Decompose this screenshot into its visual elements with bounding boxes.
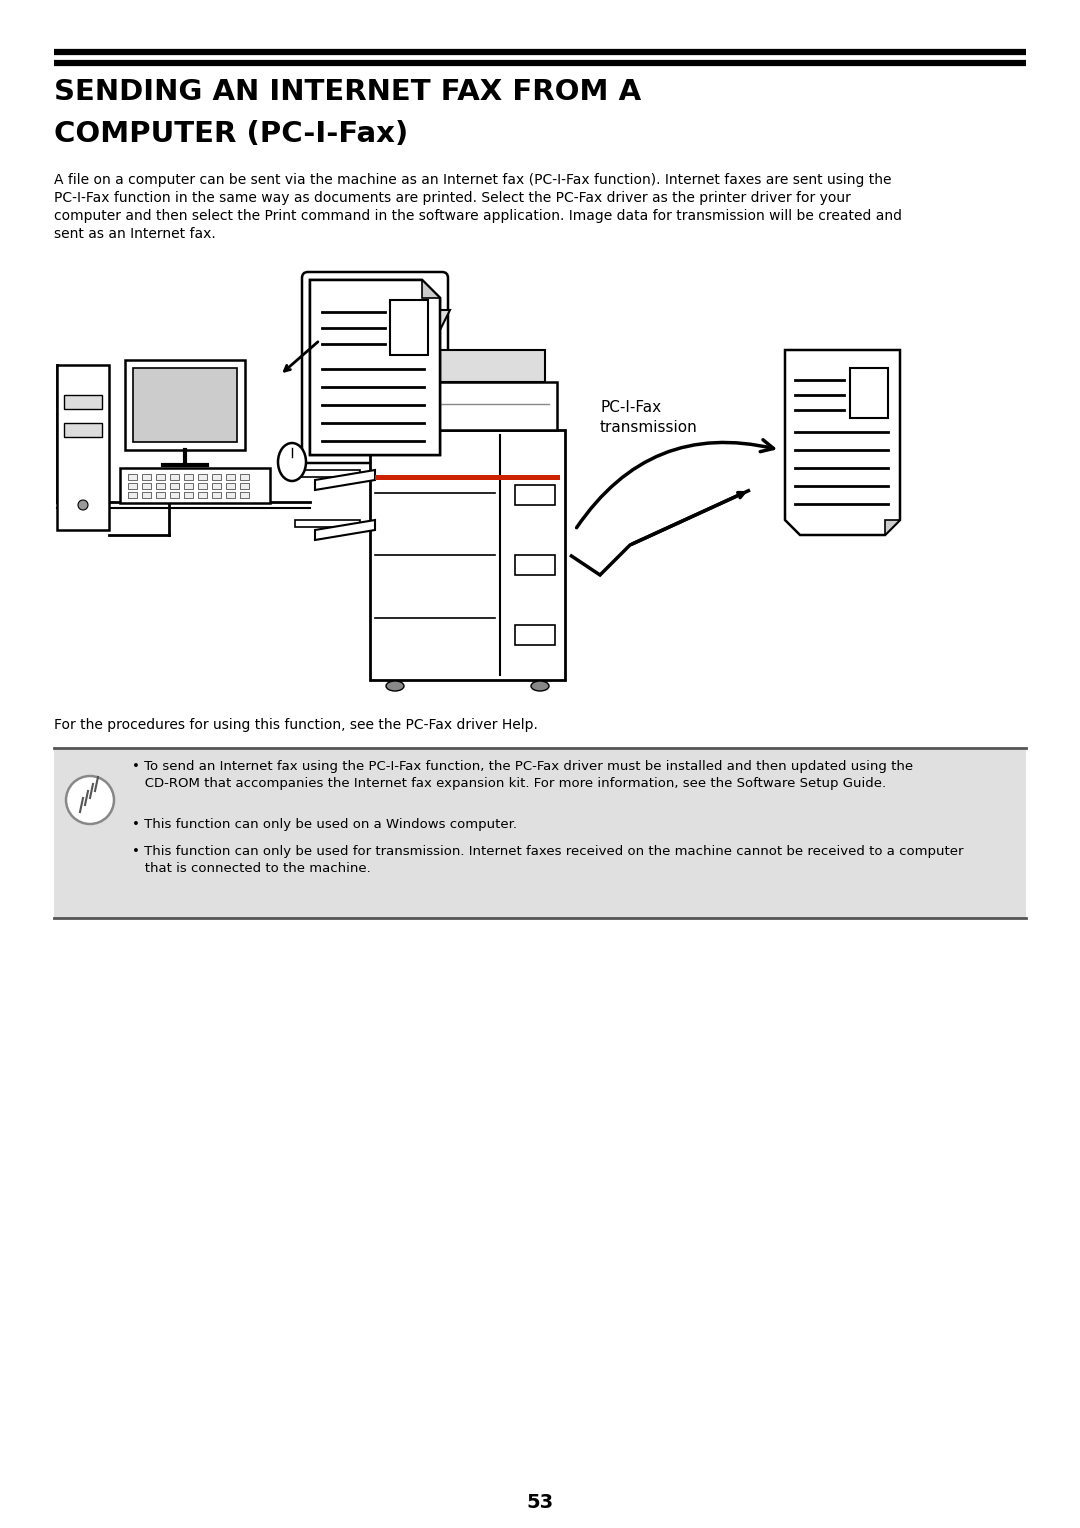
Bar [54, 749, 1026, 918]
Text: • This function can only be used for transmission. Internet faxes received on th: • This function can only be used for tra… [132, 845, 963, 876]
Bar [156, 492, 165, 498]
Bar [170, 474, 179, 480]
Bar [240, 492, 249, 498]
Bar [370, 429, 565, 680]
Bar [156, 474, 165, 480]
Bar [141, 483, 151, 489]
Bar [57, 365, 109, 530]
Text: A file on a computer can be sent via the machine as an Internet fax (PC-I-Fax fu: A file on a computer can be sent via the… [54, 173, 902, 240]
Polygon shape [422, 280, 440, 298]
Bar [212, 474, 221, 480]
Bar [156, 483, 165, 489]
Polygon shape [315, 471, 375, 490]
Bar [515, 484, 555, 504]
Bar [198, 474, 207, 480]
Bar [120, 468, 270, 503]
Bar [64, 423, 102, 437]
Text: COMPUTER (PC-I-Fax): COMPUTER (PC-I-Fax) [54, 121, 408, 148]
Polygon shape [315, 520, 375, 539]
Bar [390, 350, 545, 382]
Bar [850, 368, 888, 419]
Ellipse shape [386, 681, 404, 691]
Bar [64, 396, 102, 410]
Bar [198, 483, 207, 489]
Polygon shape [295, 471, 360, 477]
Ellipse shape [531, 681, 549, 691]
Bar [133, 368, 237, 442]
Polygon shape [310, 280, 440, 455]
Polygon shape [785, 350, 900, 535]
Text: SENDING AN INTERNET FAX FROM A: SENDING AN INTERNET FAX FROM A [54, 78, 642, 105]
Bar [129, 474, 137, 480]
Bar [129, 483, 137, 489]
Bar [125, 361, 245, 451]
Bar [390, 299, 428, 354]
Bar [184, 492, 193, 498]
Bar [170, 483, 179, 489]
Circle shape [66, 776, 114, 824]
Text: • This function can only be used on a Windows computer.: • This function can only be used on a Wi… [132, 817, 517, 831]
Bar [141, 492, 151, 498]
Polygon shape [422, 280, 440, 298]
Polygon shape [295, 520, 360, 527]
Bar [515, 555, 555, 575]
Bar [515, 625, 555, 645]
Text: • To send an Internet fax using the PC-I-Fax function, the PC-Fax driver must be: • To send an Internet fax using the PC-I… [132, 759, 913, 790]
Bar [170, 492, 179, 498]
Polygon shape [410, 310, 450, 350]
Polygon shape [885, 520, 900, 535]
Bar [226, 474, 235, 480]
Text: For the procedures for using this function, see the PC-Fax driver Help.: For the procedures for using this functi… [54, 718, 538, 732]
Bar [198, 492, 207, 498]
Bar [240, 483, 249, 489]
Text: PC-I-Fax
transmission: PC-I-Fax transmission [600, 400, 698, 435]
FancyBboxPatch shape [302, 272, 448, 463]
Bar [212, 483, 221, 489]
Bar [141, 474, 151, 480]
Bar [378, 382, 557, 429]
Bar [240, 474, 249, 480]
Bar [226, 492, 235, 498]
Bar [129, 492, 137, 498]
Bar [184, 483, 193, 489]
FancyArrowPatch shape [577, 440, 773, 527]
Bar [226, 483, 235, 489]
Text: 53: 53 [526, 1493, 554, 1513]
Bar [184, 474, 193, 480]
Bar [375, 475, 561, 480]
Bar [212, 492, 221, 498]
Circle shape [78, 500, 87, 510]
Polygon shape [310, 280, 440, 455]
Ellipse shape [278, 443, 306, 481]
